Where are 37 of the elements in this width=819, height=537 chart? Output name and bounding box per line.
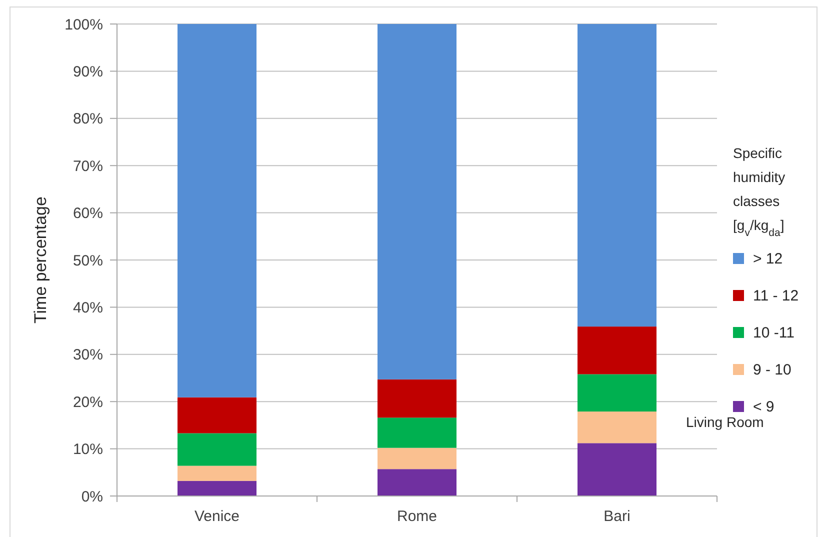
y-axis-title: Time percentage [31,196,50,324]
y-tick-label: 60% [72,205,103,222]
x-tick-label: Rome [396,508,438,525]
legend-label: < 9 [753,398,774,416]
bar [178,466,256,481]
bar [378,448,456,470]
bar [178,24,256,398]
y-tick-label: 10% [72,441,103,458]
bar [378,379,456,418]
y-tick-label: 90% [72,63,103,80]
bar [178,480,256,496]
legend-title: Specific humidity classes [g$_{v}$/kg$_{da}$] [733,145,786,239]
bar [378,418,456,448]
bar [578,326,656,374]
y-tick-label: 70% [72,158,103,175]
bar [378,24,456,380]
y-tick-label: 100% [64,16,103,34]
bar [378,469,456,496]
y-tick-label: 80% [72,110,103,128]
y-tick-label: 20% [72,394,103,411]
y-tick-label: 0% [81,488,103,506]
bar [578,412,656,444]
bar [578,374,656,412]
y-tick-label: 40% [72,299,103,316]
legend-label: 9 - 10 [753,362,792,378]
legend-label: 11 - 12 [753,288,799,304]
annotation: Living Room [686,414,764,430]
y-tick-label: 50% [72,252,103,270]
legend-label: 10 -11 [753,324,794,342]
x-tick-label: Bari [604,508,630,525]
bar [178,397,256,434]
y-tick-label: 30% [72,346,103,364]
bar [578,443,656,496]
bar [578,24,656,327]
bar [178,433,256,466]
x-tick-label: Venice [194,508,240,525]
legend-label: > 12 [753,250,783,268]
